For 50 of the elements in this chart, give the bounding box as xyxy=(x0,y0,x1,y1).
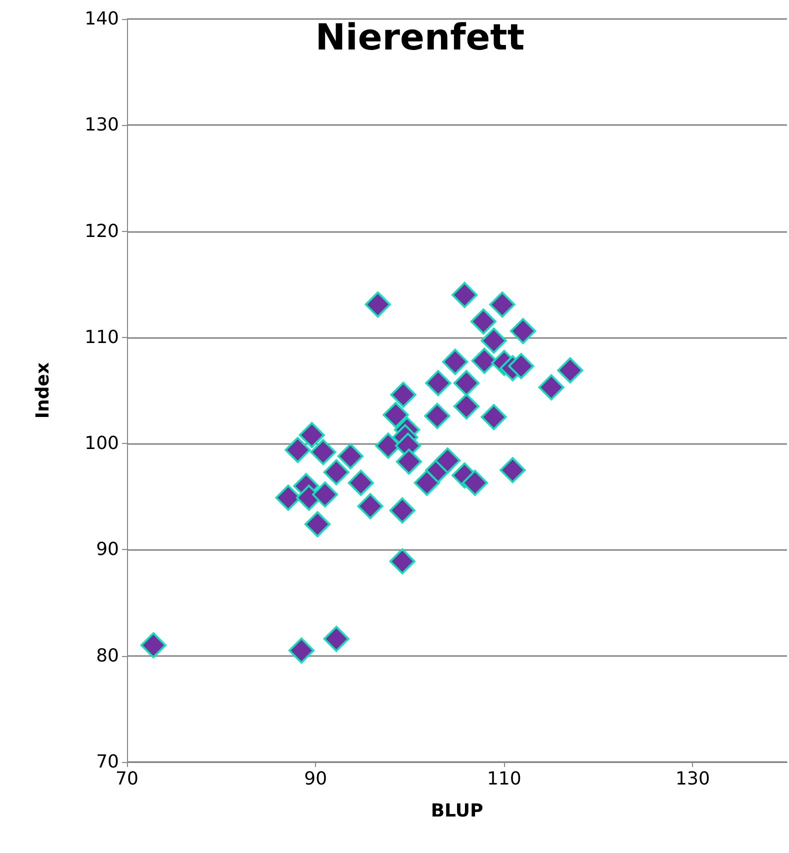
y-tick-label: 110 xyxy=(84,326,119,348)
point xyxy=(389,548,416,574)
point xyxy=(442,348,468,375)
y-tick-label: 100 xyxy=(84,433,119,454)
point xyxy=(288,638,314,664)
point xyxy=(382,402,409,428)
point xyxy=(304,511,330,538)
point xyxy=(414,470,440,496)
point xyxy=(557,357,584,384)
point xyxy=(508,353,534,380)
y-tick-label: 80 xyxy=(96,645,119,666)
point xyxy=(452,282,478,308)
point xyxy=(284,436,311,463)
y-tick-label: 90 xyxy=(96,539,119,560)
x-tick-label: 110 xyxy=(486,768,522,790)
point xyxy=(425,370,452,396)
y-tick-label: 130 xyxy=(84,114,119,136)
point xyxy=(471,348,498,374)
point xyxy=(298,422,325,448)
point xyxy=(434,448,461,474)
point xyxy=(470,308,496,335)
point xyxy=(312,482,338,508)
point xyxy=(389,497,416,524)
point xyxy=(480,404,507,430)
point xyxy=(390,382,416,408)
y-tick-label: 140 xyxy=(84,8,119,30)
point xyxy=(323,459,350,486)
point xyxy=(489,292,516,318)
point xyxy=(500,457,526,484)
point xyxy=(424,402,450,429)
point xyxy=(364,292,391,318)
point xyxy=(480,328,507,354)
point xyxy=(357,493,384,520)
y-axis-title: Index xyxy=(32,362,54,419)
chart-title: Nierenfett xyxy=(315,18,525,58)
point xyxy=(510,318,536,344)
x-axis-title: BLUP xyxy=(430,800,484,822)
x-tick-label: 90 xyxy=(304,768,328,790)
point xyxy=(337,443,364,470)
point xyxy=(396,448,422,475)
point xyxy=(453,370,480,396)
point xyxy=(453,393,480,420)
point xyxy=(140,632,166,658)
point xyxy=(462,470,488,496)
point xyxy=(538,374,564,400)
point xyxy=(323,626,350,652)
y-tick-label: 120 xyxy=(84,220,119,242)
point xyxy=(348,470,374,496)
point xyxy=(310,439,336,466)
x-tick-label: 130 xyxy=(676,768,710,790)
